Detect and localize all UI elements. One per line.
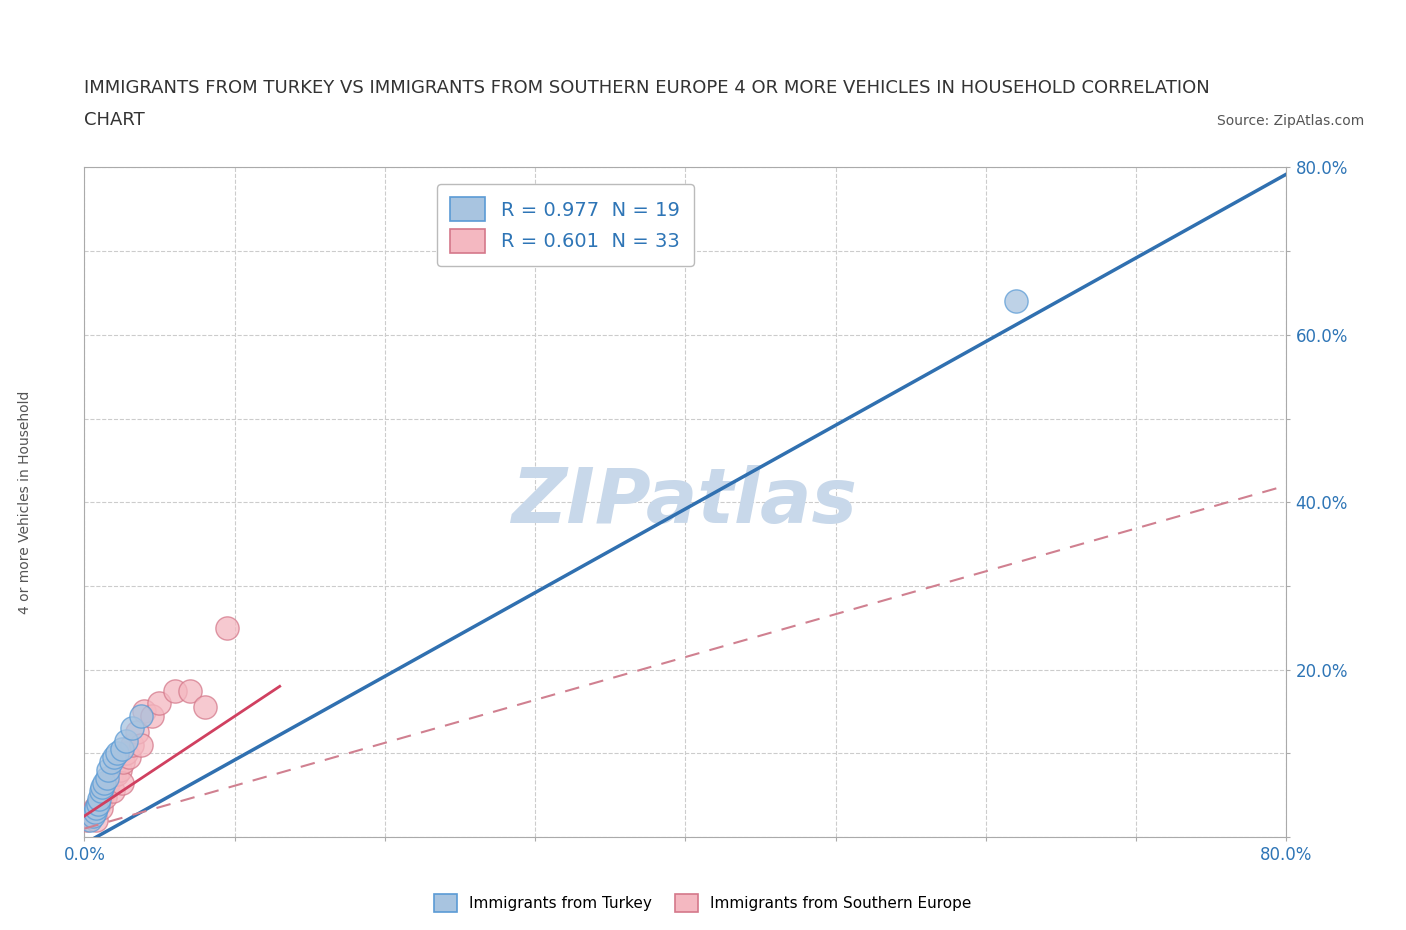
Point — [111, 742, 134, 757]
Point — [79, 809, 101, 824]
Point — [87, 798, 110, 813]
Point — [1005, 294, 1028, 309]
Point — [87, 796, 110, 811]
Text: IMMIGRANTS FROM TURKEY VS IMMIGRANTS FROM SOUTHERN EUROPE 4 OR MORE VEHICLES IN : IMMIGRANTS FROM TURKEY VS IMMIGRANTS FRO… — [84, 79, 1211, 97]
Point — [79, 813, 101, 828]
Point — [97, 763, 120, 777]
Point — [94, 790, 117, 804]
Text: Source: ZipAtlas.com: Source: ZipAtlas.com — [1216, 113, 1364, 127]
Point — [89, 796, 111, 811]
Point — [194, 700, 217, 715]
Text: 4 or more Vehicles in Household: 4 or more Vehicles in Household — [18, 391, 32, 614]
Point — [121, 737, 143, 752]
Point — [100, 771, 122, 786]
Point — [141, 709, 163, 724]
Point — [163, 683, 186, 698]
Point — [148, 696, 170, 711]
Point — [96, 779, 118, 794]
Point — [80, 806, 103, 821]
Point — [134, 704, 156, 719]
Point — [107, 766, 129, 781]
Point — [96, 771, 118, 786]
Point — [90, 783, 112, 798]
Point — [83, 800, 105, 815]
Legend: R = 0.977  N = 19, R = 0.601  N = 33: R = 0.977 N = 19, R = 0.601 N = 33 — [437, 184, 693, 266]
Text: CHART: CHART — [84, 111, 145, 128]
Point — [83, 804, 105, 819]
Point — [82, 804, 104, 819]
Point — [125, 725, 148, 740]
Point — [100, 754, 122, 769]
Point — [131, 709, 153, 724]
Point — [89, 792, 111, 807]
Point — [115, 733, 138, 748]
Point — [93, 783, 115, 798]
Point — [121, 721, 143, 736]
Point — [76, 813, 98, 828]
Point — [115, 746, 138, 761]
Point — [107, 746, 129, 761]
Point — [217, 620, 239, 635]
Point — [179, 683, 201, 698]
Text: ZIPatlas: ZIPatlas — [512, 465, 859, 539]
Point — [86, 800, 108, 815]
Legend: Immigrants from Turkey, Immigrants from Southern Europe: Immigrants from Turkey, Immigrants from … — [429, 888, 977, 918]
Point — [112, 754, 135, 769]
Point — [91, 788, 114, 803]
Point — [91, 779, 114, 794]
Point — [93, 776, 115, 790]
Point — [103, 750, 125, 764]
Point — [86, 813, 108, 828]
Point — [103, 766, 125, 781]
Point — [110, 763, 132, 777]
Point — [90, 800, 112, 815]
Point — [97, 776, 120, 790]
Point — [82, 809, 104, 824]
Point — [101, 783, 124, 798]
Point — [111, 776, 134, 790]
Point — [118, 750, 141, 764]
Point — [131, 737, 153, 752]
